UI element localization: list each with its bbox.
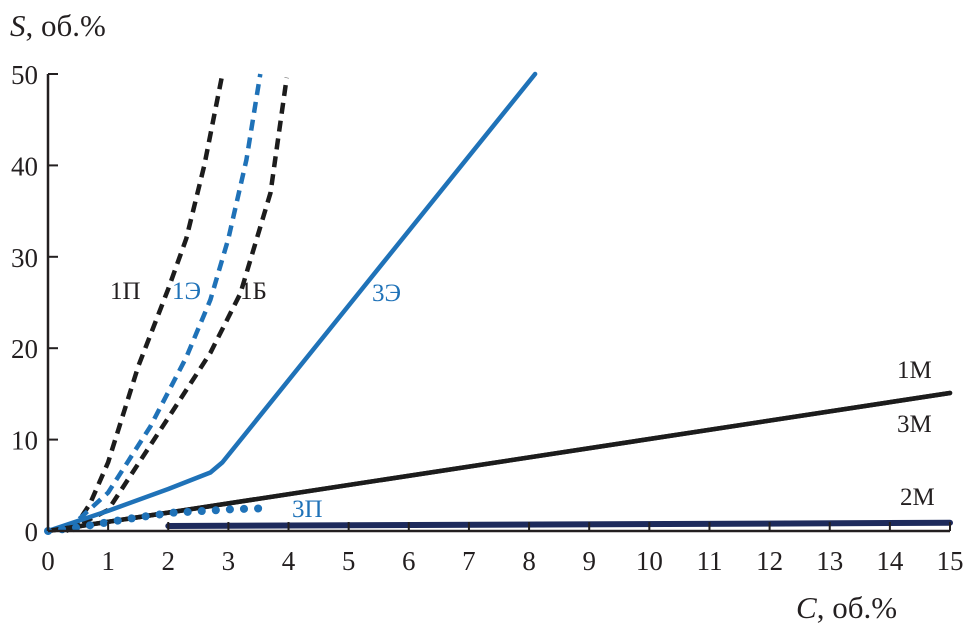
x-tick-label: 15 bbox=[937, 546, 964, 576]
series-label: 3Э bbox=[372, 280, 401, 307]
y-tick-label: 40 bbox=[11, 151, 38, 181]
series-label: 3П bbox=[292, 496, 323, 523]
series-line-2М bbox=[165, 519, 953, 529]
x-tick-label: 5 bbox=[342, 546, 356, 576]
series-line-1П bbox=[70, 73, 225, 533]
y-tick-label: 20 bbox=[11, 334, 38, 364]
series-label: 1М bbox=[897, 357, 932, 384]
curve-labels: 1П 1Э 1Б 3Э 1М 3М 2М 3П bbox=[110, 278, 935, 523]
y-tick-label: 30 bbox=[11, 243, 38, 273]
x-tick-label: 3 bbox=[222, 546, 236, 576]
x-tick-label: 11 bbox=[696, 546, 722, 576]
series-line-1Э bbox=[64, 73, 263, 533]
x-axis-title: C, об.% bbox=[796, 590, 897, 625]
series-line-3М bbox=[45, 390, 953, 534]
y-tick-label: 50 bbox=[11, 60, 38, 90]
x-tick-label: 14 bbox=[876, 546, 904, 576]
series-label: 2М bbox=[900, 484, 935, 511]
x-tick-label: 12 bbox=[756, 546, 783, 576]
series-label: 1Б bbox=[240, 278, 267, 305]
x-tick-label: 2 bbox=[162, 546, 176, 576]
series-label: 1Э bbox=[172, 278, 201, 305]
x-tick-label: 8 bbox=[522, 546, 536, 576]
y-tick-label: 0 bbox=[25, 517, 39, 547]
x-tick-label: 13 bbox=[816, 546, 843, 576]
series-label: 3М bbox=[897, 411, 932, 438]
series-line-3Э bbox=[45, 71, 538, 534]
y-axis-title: S, об.% bbox=[10, 8, 106, 43]
x-tick-label: 10 bbox=[636, 546, 663, 576]
y-tick-label: 10 bbox=[11, 426, 38, 456]
series-line-1Б bbox=[64, 77, 289, 534]
series-label: 1П bbox=[110, 278, 141, 305]
x-tick-label: 1 bbox=[101, 546, 115, 576]
x-tick-label: 6 bbox=[402, 546, 416, 576]
curves bbox=[44, 71, 953, 535]
x-tick-label: 0 bbox=[41, 546, 55, 576]
x-tick-label: 7 bbox=[462, 546, 476, 576]
x-tick-label: 4 bbox=[282, 546, 296, 576]
x-tick-label: 9 bbox=[582, 546, 596, 576]
series-line-3П bbox=[44, 504, 275, 535]
